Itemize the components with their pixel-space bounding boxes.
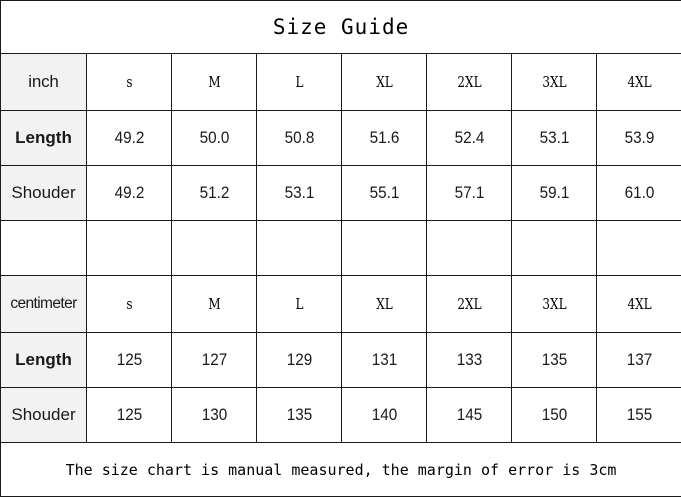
- cell-shoulder-cm-m: 130: [176, 388, 253, 443]
- table-row: Length 49.2 50.0 50.8 51.6 52.4 53.1 53.…: [1, 111, 681, 166]
- size-header-m: M: [180, 54, 248, 111]
- spacer-cell: [427, 221, 512, 276]
- unit-label-inch: inch: [1, 54, 87, 111]
- measurement-note: The size chart is manual measured, the m…: [1, 443, 681, 497]
- cell-shoulder-inch-2xl: 57.1: [431, 166, 508, 221]
- page-title: Size Guide: [1, 1, 681, 54]
- cell-shoulder-cm-s: 125: [91, 388, 168, 443]
- size-header-4xl: 4XL: [605, 54, 673, 111]
- cell-length-inch-3xl: 53.1: [516, 111, 593, 166]
- size-header-cm-xl: XL: [350, 276, 418, 333]
- cell-length-inch-4xl: 53.9: [601, 111, 678, 166]
- spacer-cell: [512, 221, 597, 276]
- spacer-cell: [342, 221, 427, 276]
- cell-length-cm-l: 129: [261, 333, 338, 388]
- size-header-cm-2xl: 2XL: [435, 276, 503, 333]
- cell-shoulder-inch-m: 51.2: [176, 166, 253, 221]
- cell-shoulder-inch-4xl: 61.0: [601, 166, 678, 221]
- cell-shoulder-inch-s: 49.2: [91, 166, 168, 221]
- spacer-cell: [1, 221, 87, 276]
- cell-length-inch-m: 50.0: [176, 111, 253, 166]
- cell-length-inch-l: 50.8: [261, 111, 338, 166]
- title-row: Size Guide: [1, 1, 681, 54]
- size-header-l: L: [265, 54, 333, 111]
- size-header-xl: XL: [350, 54, 418, 111]
- size-header-cm-m: M: [180, 276, 248, 333]
- cell-shoulder-inch-3xl: 59.1: [516, 166, 593, 221]
- note-row: The size chart is manual measured, the m…: [1, 443, 681, 497]
- spacer-cell: [87, 221, 172, 276]
- metric-label-length-inch: Length: [1, 111, 87, 166]
- cell-length-inch-xl: 51.6: [346, 111, 423, 166]
- table-row: Shouder 125 130 135 140 145 150 155: [1, 388, 681, 443]
- inch-header-row: inch s M L XL 2XL 3XL 4XL: [1, 54, 681, 111]
- table-row: Length 125 127 129 131 133 135 137: [1, 333, 681, 388]
- metric-label-shoulder-inch: Shouder: [1, 166, 87, 221]
- spacer-cell: [257, 221, 342, 276]
- spacer-row: [1, 221, 681, 276]
- centimeter-header-row: centimeter s M L XL 2XL 3XL 4XL: [1, 276, 681, 333]
- cell-length-inch-2xl: 52.4: [431, 111, 508, 166]
- cell-length-inch-s: 49.2: [91, 111, 168, 166]
- table-row: Shouder 49.2 51.2 53.1 55.1 57.1 59.1 61…: [1, 166, 681, 221]
- cell-length-cm-s: 125: [91, 333, 168, 388]
- metric-label-shoulder-cm: Shouder: [1, 388, 87, 443]
- cell-shoulder-inch-l: 53.1: [261, 166, 338, 221]
- cell-shoulder-cm-4xl: 155: [601, 388, 678, 443]
- spacer-cell: [597, 221, 681, 276]
- size-header-cm-s: s: [95, 276, 163, 333]
- cell-length-cm-m: 127: [176, 333, 253, 388]
- cell-length-cm-2xl: 133: [431, 333, 508, 388]
- size-header-3xl: 3XL: [520, 54, 588, 111]
- size-header-s: s: [95, 54, 163, 111]
- metric-label-length-cm: Length: [1, 333, 87, 388]
- cell-shoulder-cm-l: 135: [261, 388, 338, 443]
- cell-shoulder-cm-3xl: 150: [516, 388, 593, 443]
- cell-length-cm-xl: 131: [346, 333, 423, 388]
- cell-length-cm-4xl: 137: [601, 333, 678, 388]
- unit-label-centimeter: centimeter: [1, 276, 87, 333]
- cell-shoulder-cm-2xl: 145: [431, 388, 508, 443]
- size-header-cm-l: L: [265, 276, 333, 333]
- cell-shoulder-inch-xl: 55.1: [346, 166, 423, 221]
- size-header-cm-4xl: 4XL: [605, 276, 673, 333]
- cell-length-cm-3xl: 135: [516, 333, 593, 388]
- cell-shoulder-cm-xl: 140: [346, 388, 423, 443]
- size-header-2xl: 2XL: [435, 54, 503, 111]
- size-header-cm-3xl: 3XL: [520, 276, 588, 333]
- spacer-cell: [172, 221, 257, 276]
